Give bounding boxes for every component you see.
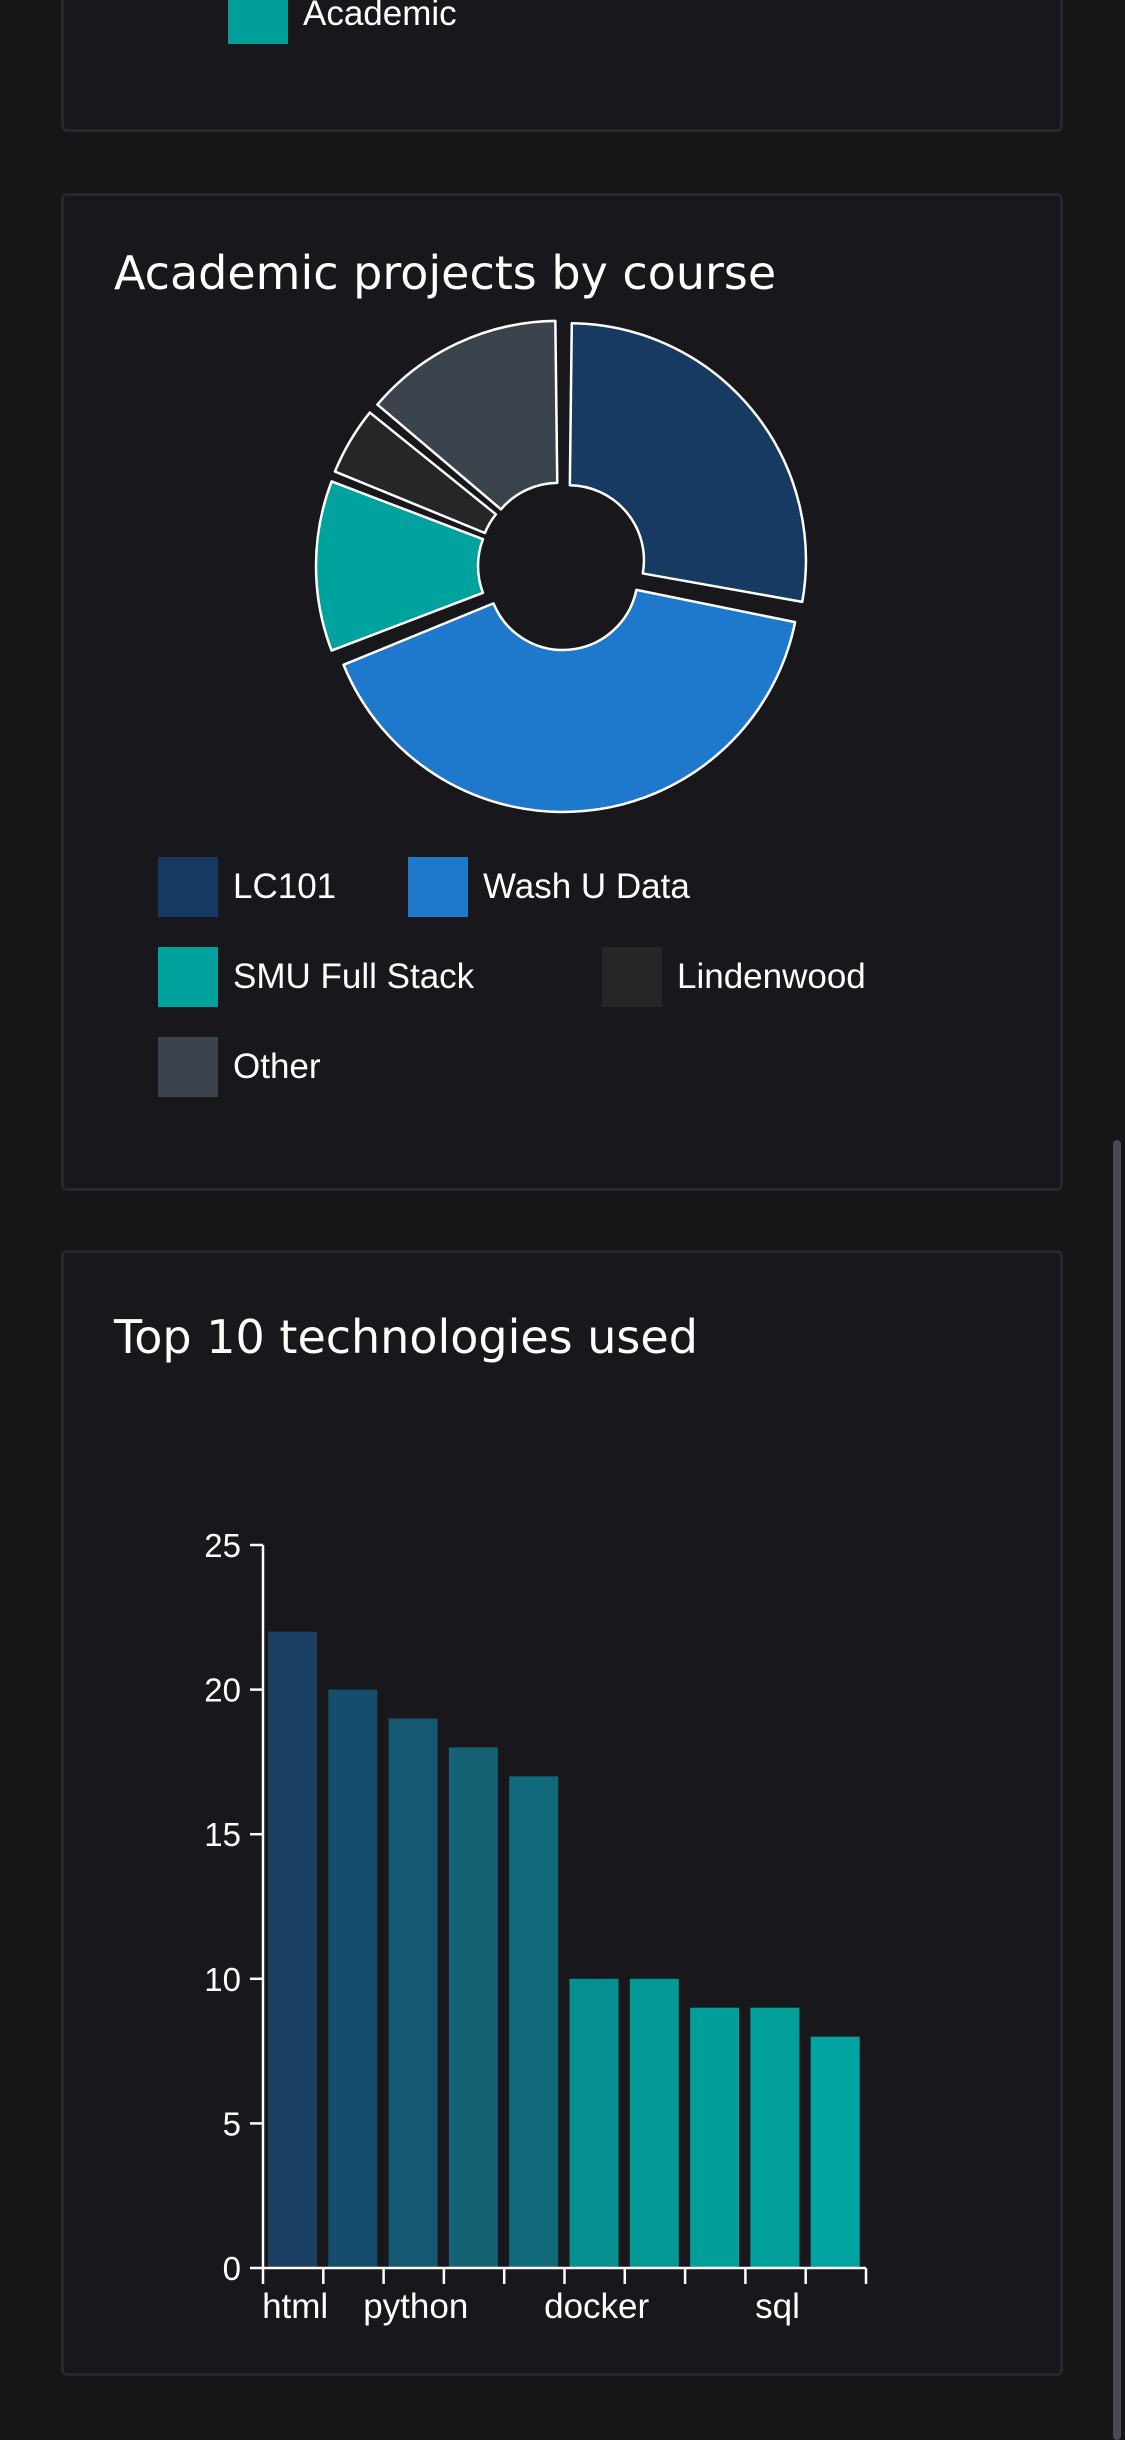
donut-slice-lindenwood[interactable] bbox=[333, 411, 498, 535]
y-tick-label: 15 bbox=[204, 1816, 241, 1853]
bar-chart-title: Top 10 technologies used bbox=[114, 1310, 698, 1364]
donut-slice-other[interactable] bbox=[376, 319, 559, 511]
legend-item-other[interactable]: Other bbox=[158, 1036, 321, 1098]
legend-label-smu-full-stack: SMU Full Stack bbox=[233, 957, 475, 996]
bar-item-7[interactable] bbox=[629, 1978, 679, 2268]
legend-label-wash-u-data: Wash U Data bbox=[483, 867, 690, 906]
bar-item-2[interactable] bbox=[328, 1689, 378, 2268]
bar-python[interactable] bbox=[388, 1718, 438, 2268]
x-tick-label-sql: sql bbox=[755, 2287, 800, 2326]
legend-label-other: Other bbox=[233, 1047, 321, 1086]
y-tick-label: 0 bbox=[223, 2250, 241, 2287]
bar-item-10[interactable] bbox=[810, 2036, 860, 2268]
y-tick-label: 5 bbox=[223, 2105, 241, 2142]
legend-item-smu-full-stack[interactable]: SMU Full Stack bbox=[158, 946, 474, 1008]
top-technologies-card: Top 10 technologies used 0 5 10 15 20 25 html p… bbox=[61, 1250, 1063, 2376]
x-tick-label-html: html bbox=[262, 2287, 328, 2326]
legend-item-lc101[interactable]: LC101 bbox=[158, 856, 336, 918]
y-tick-label: 20 bbox=[204, 1672, 241, 1709]
donut-chart bbox=[314, 319, 808, 814]
legend-item-academic[interactable]: Academic bbox=[228, 0, 457, 45]
bar-chart: 0 5 10 15 20 25 html python docker sql bbox=[204, 1527, 868, 2326]
y-tick-label: 10 bbox=[204, 1961, 241, 1998]
donut-slice-smu-full-stack[interactable] bbox=[314, 480, 485, 652]
bar-item-5[interactable] bbox=[509, 1776, 559, 2268]
bar-html[interactable] bbox=[268, 1631, 317, 2268]
scrollbar-thumb[interactable] bbox=[1113, 1140, 1121, 2440]
donut-slice-wash-u-data[interactable] bbox=[342, 588, 797, 814]
x-tick-label-docker: docker bbox=[544, 2287, 649, 2326]
legend-swatch-lc101 bbox=[158, 857, 218, 917]
legend-swatch-lindenwood bbox=[602, 947, 662, 1007]
legend-label-lindenwood: Lindenwood bbox=[677, 957, 866, 996]
x-tick-label-python: python bbox=[363, 2287, 468, 2326]
legend-item-wash-u-data[interactable]: Wash U Data bbox=[408, 856, 690, 918]
legend-label-lc101: LC101 bbox=[233, 867, 337, 906]
legend-swatch-wash-u-data bbox=[408, 857, 468, 917]
donut-slice-lc101[interactable] bbox=[568, 322, 808, 604]
legend-swatch-academic bbox=[228, 0, 288, 44]
academic-projects-card: Academic projects by course LC101 Wash U … bbox=[61, 193, 1063, 1191]
donut-chart-title: Academic projects by course bbox=[114, 246, 777, 300]
legend-card-top: Academic bbox=[61, 0, 1063, 132]
bar-item-4[interactable] bbox=[448, 1747, 498, 2268]
legend-swatch-other bbox=[158, 1037, 218, 1097]
legend-label-academic: Academic bbox=[303, 0, 457, 33]
legend-item-lindenwood[interactable]: Lindenwood bbox=[602, 946, 866, 1008]
bar-sql[interactable] bbox=[750, 2007, 800, 2268]
legend-swatch-smu-full-stack bbox=[158, 947, 218, 1007]
bar-item-8[interactable] bbox=[690, 2007, 740, 2268]
bar-docker[interactable] bbox=[569, 1978, 619, 2268]
y-tick-label: 25 bbox=[204, 1527, 241, 1564]
